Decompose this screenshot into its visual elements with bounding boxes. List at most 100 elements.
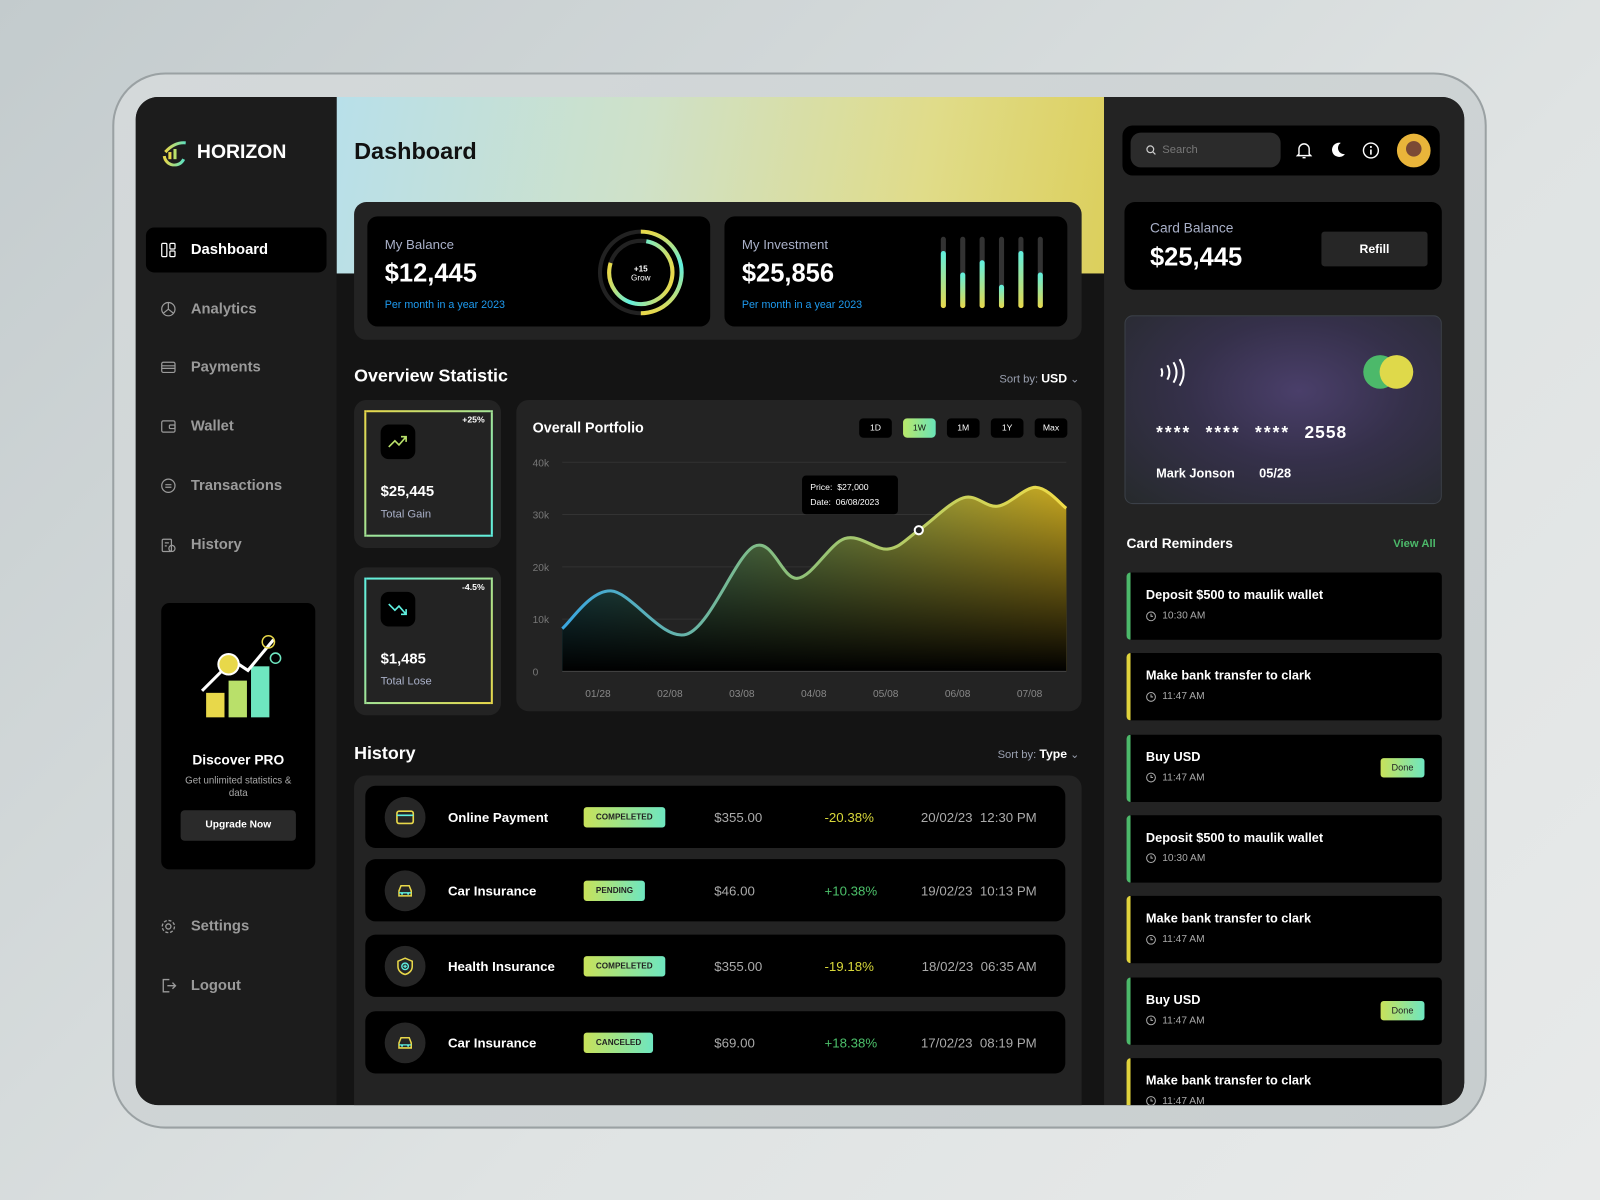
overview-sort[interactable]: Sort by: USD ⌄ (999, 371, 1079, 385)
history-row-icon (384, 1021, 426, 1063)
sidebar-item-dashboard[interactable]: Dashboard (145, 227, 327, 273)
clock-icon (1146, 610, 1156, 621)
card-number-last4: 2558 (1304, 422, 1348, 442)
trend-down-icon (388, 603, 407, 616)
sidebar-item-wallet[interactable]: Wallet (146, 404, 327, 449)
reminder-item[interactable]: Deposit $500 to maulik wallet 10:30 AM (1126, 815, 1442, 883)
reminder-item[interactable]: Make bank transfer to clark 11:47 AM (1126, 653, 1442, 721)
reminder-item[interactable]: Make bank transfer to clark 11:47 AM (1126, 896, 1442, 964)
range-1d-button[interactable]: 1D (859, 418, 892, 438)
info-icon[interactable] (1362, 142, 1380, 159)
clock-icon (1146, 1096, 1156, 1106)
pro-illustration-icon (200, 634, 282, 718)
lose-frame: -4.5% $1,485 Total Lose (364, 577, 493, 705)
reminder-item[interactable]: Make bank transfer to clark 11:47 AM (1126, 1057, 1442, 1106)
car-icon (398, 884, 412, 897)
range-1y-button[interactable]: 1Y (990, 418, 1024, 438)
sidebar-item-logout[interactable]: Logout (146, 963, 327, 1008)
sidebar-item-history[interactable]: History (146, 522, 327, 567)
car-icon (398, 1036, 412, 1049)
main-content: Dashboard My Balance $12,445 Per month i… (336, 96, 1105, 1106)
chart-tooltip: Price: $27,000 Date: 06/08/2023 (802, 475, 898, 515)
history-row-amount: $355.00 (714, 809, 763, 825)
investment-bar (1037, 272, 1043, 309)
sidebar-item-settings[interactable]: Settings (146, 904, 327, 949)
right-panel: Search Card Balance $25,445 Refill **** *… (1104, 96, 1465, 1106)
credit-card[interactable]: **** **** **** 2558 Mark Jonson 05/28 (1124, 315, 1442, 505)
history-row-name: Car Insurance (447, 882, 537, 898)
done-button[interactable]: Done (1380, 1000, 1425, 1020)
y-tick-label: 0 (533, 668, 539, 679)
area-shade (562, 487, 1067, 672)
done-button[interactable]: Done (1380, 757, 1425, 778)
x-tick-label: 01/28 (585, 689, 611, 700)
pie-chart-icon (161, 301, 176, 317)
lose-percent: -4.5% (462, 581, 485, 592)
moon-icon[interactable] (1330, 142, 1346, 158)
logout-icon (162, 978, 177, 993)
history-row-name: Online Payment (447, 809, 549, 825)
logo[interactable]: HORIZON (160, 140, 286, 167)
reminder-item[interactable]: Deposit $500 to maulik wallet 10:30 AM (1126, 572, 1442, 640)
card-balance-label: Card Balance (1149, 220, 1234, 236)
investment-bar (1018, 251, 1024, 309)
top-bar: Search (1122, 125, 1440, 176)
history-sort[interactable]: Sort by: Type ⌄ (998, 747, 1080, 761)
balance-label: My Balance (384, 236, 454, 253)
status-badge: COMPELETED (583, 806, 665, 828)
card-icon (396, 809, 415, 824)
history-row[interactable]: Online Payment COMPELETED $355.00 -20.38… (365, 785, 1066, 848)
tooltip-date: 06/08/2023 (835, 496, 880, 508)
horizon-logo-icon (162, 141, 186, 167)
sidebar-item-payments[interactable]: Payments (146, 345, 327, 390)
upgrade-now-button[interactable]: Upgrade Now (180, 810, 296, 841)
range-1w-button[interactable]: 1W (903, 418, 936, 438)
selected-data-point[interactable] (913, 525, 924, 536)
gain-value: $25,445 (380, 483, 435, 500)
history-row-amount: $69.00 (714, 1034, 755, 1050)
chevron-down-icon: ⌄ (1070, 373, 1080, 386)
history-row[interactable]: Car Insurance PENDING $46.00 +10.38% 19/… (365, 859, 1066, 922)
investment-bar-track (979, 236, 985, 309)
sidebar-item-transactions[interactable]: Transactions (146, 463, 327, 508)
history-row-percent: +18.38% (824, 1034, 878, 1050)
x-tick-label: 06/08 (945, 689, 971, 700)
sidebar-item-label: Analytics (190, 300, 257, 318)
card-brand-circle-yellow (1379, 355, 1414, 389)
card-balance-panel: Card Balance $25,445 Refill (1124, 202, 1442, 290)
card-number: **** **** **** 2558 (1156, 422, 1347, 442)
trend-up-icon (388, 435, 407, 448)
series-line (561, 485, 1068, 637)
card-number-group: **** (1205, 422, 1241, 442)
clock-icon (1146, 934, 1156, 945)
reminder-item[interactable]: Buy USD 11:47 AM Done (1126, 977, 1442, 1045)
x-tick-label: 07/08 (1017, 689, 1043, 700)
wallet-icon (161, 420, 176, 433)
grow-ring-chart: +15 Grow (597, 229, 684, 316)
sidebar-item-analytics[interactable]: Analytics (146, 286, 327, 331)
range-max-button[interactable]: Max (1034, 418, 1068, 438)
reminder-time: 11:47 AM (1162, 933, 1205, 946)
history-row-date: 19/02/23 10:13 PM (920, 882, 1037, 898)
lose-value: $1,485 (380, 651, 426, 668)
search-input[interactable]: Search (1130, 132, 1281, 168)
transactions-icon (161, 478, 176, 493)
y-tick-label: 30k (533, 511, 550, 522)
promo-title: Discover PRO (192, 752, 285, 768)
card-holder: Mark Jonson (1156, 466, 1235, 481)
bell-icon[interactable] (1295, 142, 1313, 159)
history-row[interactable]: Car Insurance CANCELED $69.00 +18.38% 17… (365, 1011, 1066, 1074)
range-1m-button[interactable]: 1M (946, 418, 980, 438)
history-row[interactable]: Health Insurance COMPELETED $355.00 -19.… (365, 934, 1066, 997)
x-tick-label: 02/08 (657, 689, 683, 700)
refill-button[interactable]: Refill (1321, 231, 1428, 267)
tooltip-price: $27,000 (837, 481, 869, 492)
avatar[interactable] (1396, 133, 1431, 168)
reminder-text: Make bank transfer to clark (1145, 1073, 1312, 1088)
history-row-icon (384, 869, 426, 911)
view-all-link[interactable]: View All (1393, 537, 1436, 550)
reminder-item[interactable]: Buy USD 11:47 AM Done (1126, 734, 1442, 802)
search-icon (1146, 145, 1156, 155)
sidebar-item-label: Wallet (190, 418, 234, 435)
summary-cards: My Balance $12,445 Per month in a year 2… (354, 202, 1082, 340)
